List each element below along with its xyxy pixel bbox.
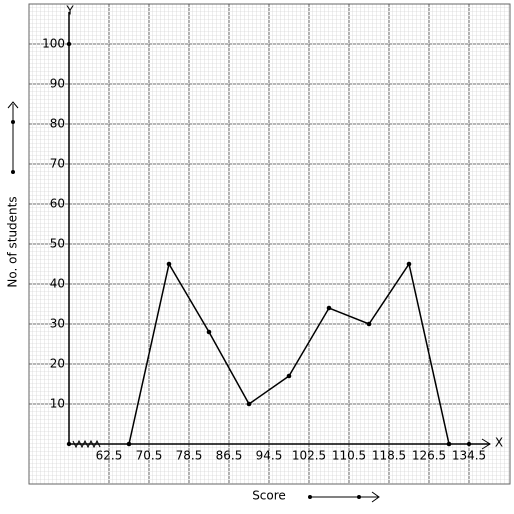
x-tick-label: 62.5 [96, 449, 123, 463]
point [246, 401, 252, 407]
point [366, 321, 372, 327]
y-tick-label: 30 [50, 317, 65, 331]
y-axis-letter: Y [65, 4, 74, 18]
y-tick-label: 40 [50, 277, 65, 291]
x-axis-letter: X [495, 436, 503, 450]
point [206, 329, 212, 335]
x-tick-label: 134.5 [452, 449, 486, 463]
x-label-arrow [308, 491, 380, 503]
x-axis-arrow [481, 438, 491, 450]
axis-dot [466, 441, 472, 447]
point [406, 261, 412, 267]
point [326, 305, 332, 311]
y-tick-label: 90 [50, 77, 65, 91]
x-tick-label: 102.5 [292, 449, 326, 463]
y-tick-label: 20 [50, 357, 65, 371]
y-label-arrow [7, 101, 19, 174]
y-tick-label: 10 [50, 397, 65, 411]
y-tick-label: 70 [50, 157, 65, 171]
x-tick-label: 70.5 [136, 449, 163, 463]
point [166, 261, 172, 267]
y-tick-label: 80 [50, 117, 65, 131]
y-axis-label: No. of students [6, 196, 20, 287]
point [286, 373, 292, 379]
x-tick-label: 86.5 [216, 449, 243, 463]
y-tick-label: 60 [50, 197, 65, 211]
x-tick-label: 118.5 [372, 449, 406, 463]
x-tick-label: 94.5 [256, 449, 283, 463]
x-tick-label: 78.5 [176, 449, 203, 463]
y-tick-label: 50 [50, 237, 65, 251]
grid [29, 4, 510, 484]
axis-break [72, 439, 101, 449]
x-tick-label: 126.5 [412, 449, 446, 463]
axis-dot [66, 41, 72, 47]
y-tick-label: 100 [42, 37, 65, 51]
x-tick-label: 110.5 [332, 449, 366, 463]
x-axis-label: Score [252, 489, 286, 503]
origin-dot [66, 441, 72, 447]
